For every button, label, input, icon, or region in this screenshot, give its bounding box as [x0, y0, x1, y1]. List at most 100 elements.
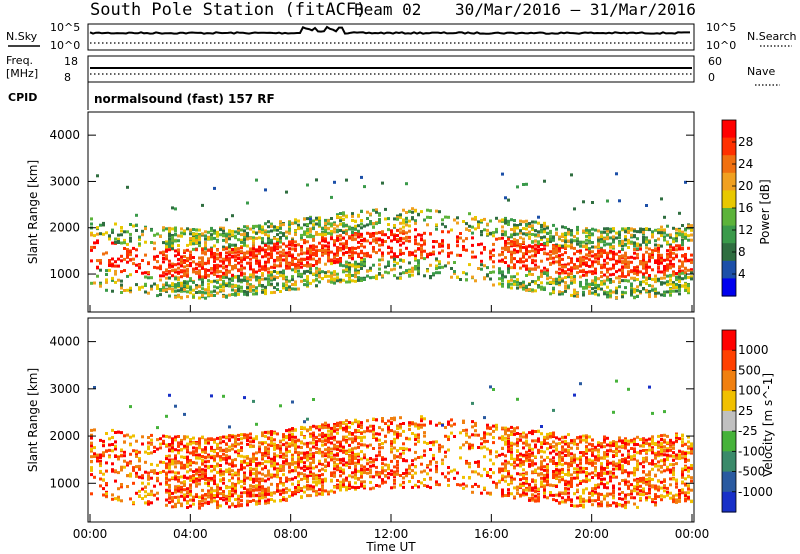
power-echo-cell — [651, 252, 654, 256]
power-echo-cell — [186, 243, 189, 247]
power-echo-cell — [396, 240, 399, 244]
velocity-echo-cell — [117, 455, 120, 459]
velocity-echo-cell — [225, 442, 228, 446]
power-echo-cell — [153, 282, 156, 286]
power-echo-cell — [429, 263, 432, 267]
power-echo-cell — [258, 227, 261, 230]
power-echo-cell — [234, 245, 237, 249]
power-echo-cell — [96, 241, 99, 245]
velocity-echo-cell — [288, 494, 291, 498]
power-echo-cell — [243, 266, 246, 270]
power-echo-cell — [564, 240, 567, 244]
power-colorbar-tick-label: 4 — [738, 267, 746, 281]
power-echo-cell — [516, 224, 519, 227]
power-echo-cell — [360, 222, 363, 226]
power-echo-cell — [399, 213, 402, 217]
power-echo-cell — [684, 282, 687, 286]
power-echo-cell — [396, 276, 399, 280]
velocity-echo-cell — [177, 486, 180, 490]
power-echo-cell — [480, 263, 483, 267]
power-echo-cell — [258, 269, 261, 272]
power-echo-cell — [105, 269, 108, 273]
power-colorbar-tick-label: 8 — [738, 245, 746, 259]
velocity-echo-cell — [150, 451, 153, 455]
power-echo-cell — [219, 270, 222, 274]
power-echo-cell — [327, 259, 330, 263]
power-echo-cell — [525, 267, 528, 271]
power-echo-cell — [690, 268, 693, 272]
power-echo-cell — [204, 288, 207, 292]
power-echo-cell — [603, 251, 606, 254]
beam-label: Beam 02 — [354, 0, 421, 19]
power-echo-cell — [516, 278, 519, 282]
velocity-echo-cell — [318, 479, 321, 483]
power-echo-cell — [363, 258, 366, 262]
power-echo-cell — [534, 281, 537, 285]
power-echo-cell — [237, 231, 240, 235]
power-echo-cell — [558, 290, 561, 294]
power-echo-cell — [465, 222, 468, 226]
power-echo-cell — [519, 245, 522, 249]
power-echo-cell — [417, 263, 420, 267]
power-echo-cell — [396, 216, 399, 219]
velocity-echo-cell — [261, 431, 264, 435]
velocity-echo-cell — [183, 466, 186, 470]
power-echo-cell — [168, 287, 171, 291]
power-echo-cell — [621, 260, 624, 264]
power-echo-cell — [633, 269, 636, 273]
power-echo-cell — [690, 275, 693, 279]
power-echo-cell — [528, 272, 531, 276]
power-echo-cell — [408, 239, 411, 243]
power-echo-cell — [375, 251, 378, 255]
velocity-echo-cell — [219, 436, 222, 440]
velocity-echo-cell — [234, 450, 237, 454]
power-echo-cell — [144, 271, 147, 275]
freq-unit: [MHz] — [6, 67, 38, 80]
velocity-echo-cell — [273, 455, 276, 459]
power-echo-cell — [180, 289, 183, 293]
power-echo-cell — [615, 231, 618, 235]
power-echo-cell — [654, 239, 657, 243]
power-echo-cell — [594, 228, 597, 232]
power-echo-cell — [267, 241, 270, 245]
power-echo-cell — [315, 250, 318, 254]
velocity-echo-cell — [171, 441, 174, 445]
power-echo-cell — [225, 251, 228, 255]
power-echo-cell — [192, 256, 195, 259]
power-echo-cell — [393, 252, 396, 256]
power-echo-cell — [471, 275, 474, 279]
power-echo-cell — [318, 216, 321, 220]
power-echo-cell — [129, 253, 132, 257]
power-echo-cell — [153, 247, 156, 251]
power-echo-cell — [657, 256, 660, 260]
power-echo-cell — [249, 289, 252, 293]
power-echo-cell — [657, 262, 660, 265]
power-echo-cell — [234, 230, 237, 234]
power-echo-cell — [225, 264, 228, 268]
nsky-label: N.Sky — [6, 30, 38, 43]
velocity-echo-cell — [270, 441, 273, 445]
power-echo-cell — [183, 265, 186, 269]
velocity-echo-cell — [309, 427, 312, 431]
power-echo-cell — [369, 268, 372, 272]
velocity-echo-cell — [96, 453, 99, 457]
velocity-echo-cell — [324, 434, 327, 437]
power-echo-cell — [360, 267, 363, 270]
velocity-echo-cell — [267, 471, 270, 475]
power-echo-cell — [636, 295, 639, 298]
power-echo-cell — [336, 258, 339, 262]
velocity-echo-cell — [192, 446, 195, 450]
velocity-echo-cell — [210, 437, 213, 441]
power-echo-cell — [648, 240, 651, 244]
velocity-echo-cell — [102, 439, 105, 443]
power-echo-cell — [99, 259, 102, 262]
velocity-echo-cell — [258, 450, 261, 454]
power-echo-cell — [162, 286, 165, 289]
power-echo-cell — [297, 219, 300, 223]
velocity-echo-cell — [204, 501, 207, 505]
power-echo-cell — [324, 271, 327, 275]
power-echo-cell — [225, 258, 228, 262]
power-echo-cell — [282, 252, 285, 256]
power-echo-cell — [633, 242, 636, 246]
velocity-echo-cell — [237, 503, 240, 507]
